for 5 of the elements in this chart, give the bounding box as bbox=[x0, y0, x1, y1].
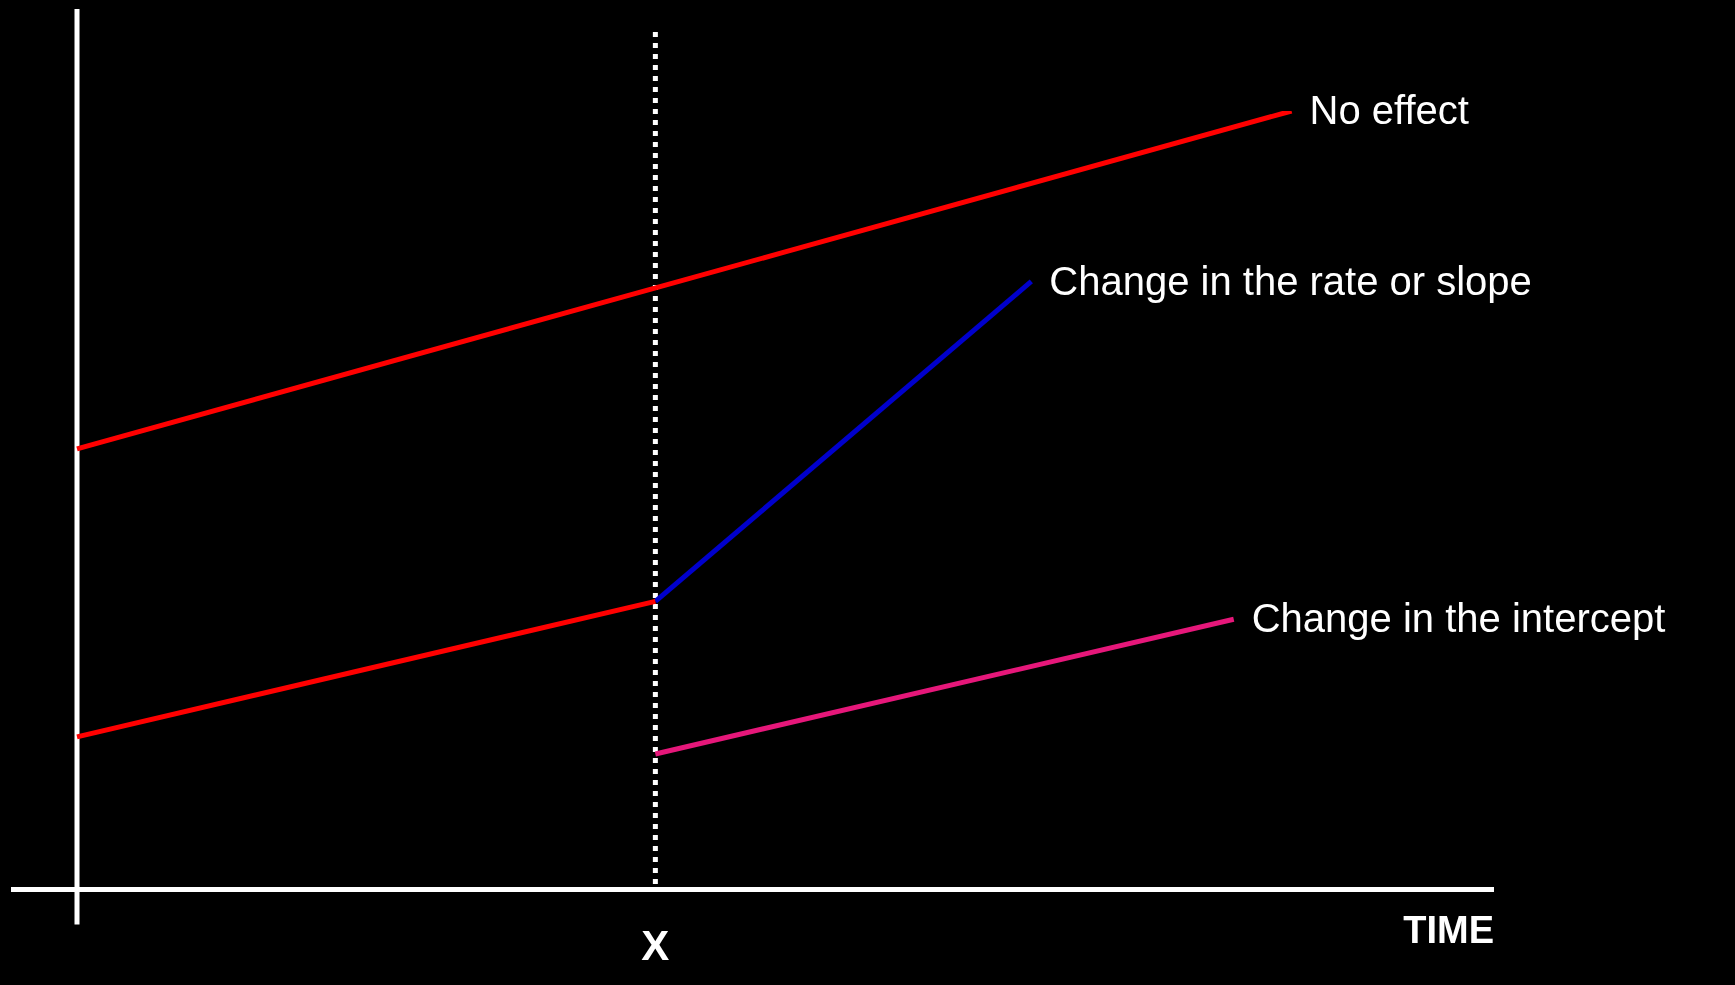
series-label: No effect bbox=[1309, 88, 1469, 133]
text: X bbox=[641, 921, 670, 969]
x-axis-title: TIME bbox=[1403, 908, 1494, 951]
series-label: Change in the intercept bbox=[1251, 596, 1666, 641]
series-label: Change in the rate or slope bbox=[1049, 258, 1532, 303]
